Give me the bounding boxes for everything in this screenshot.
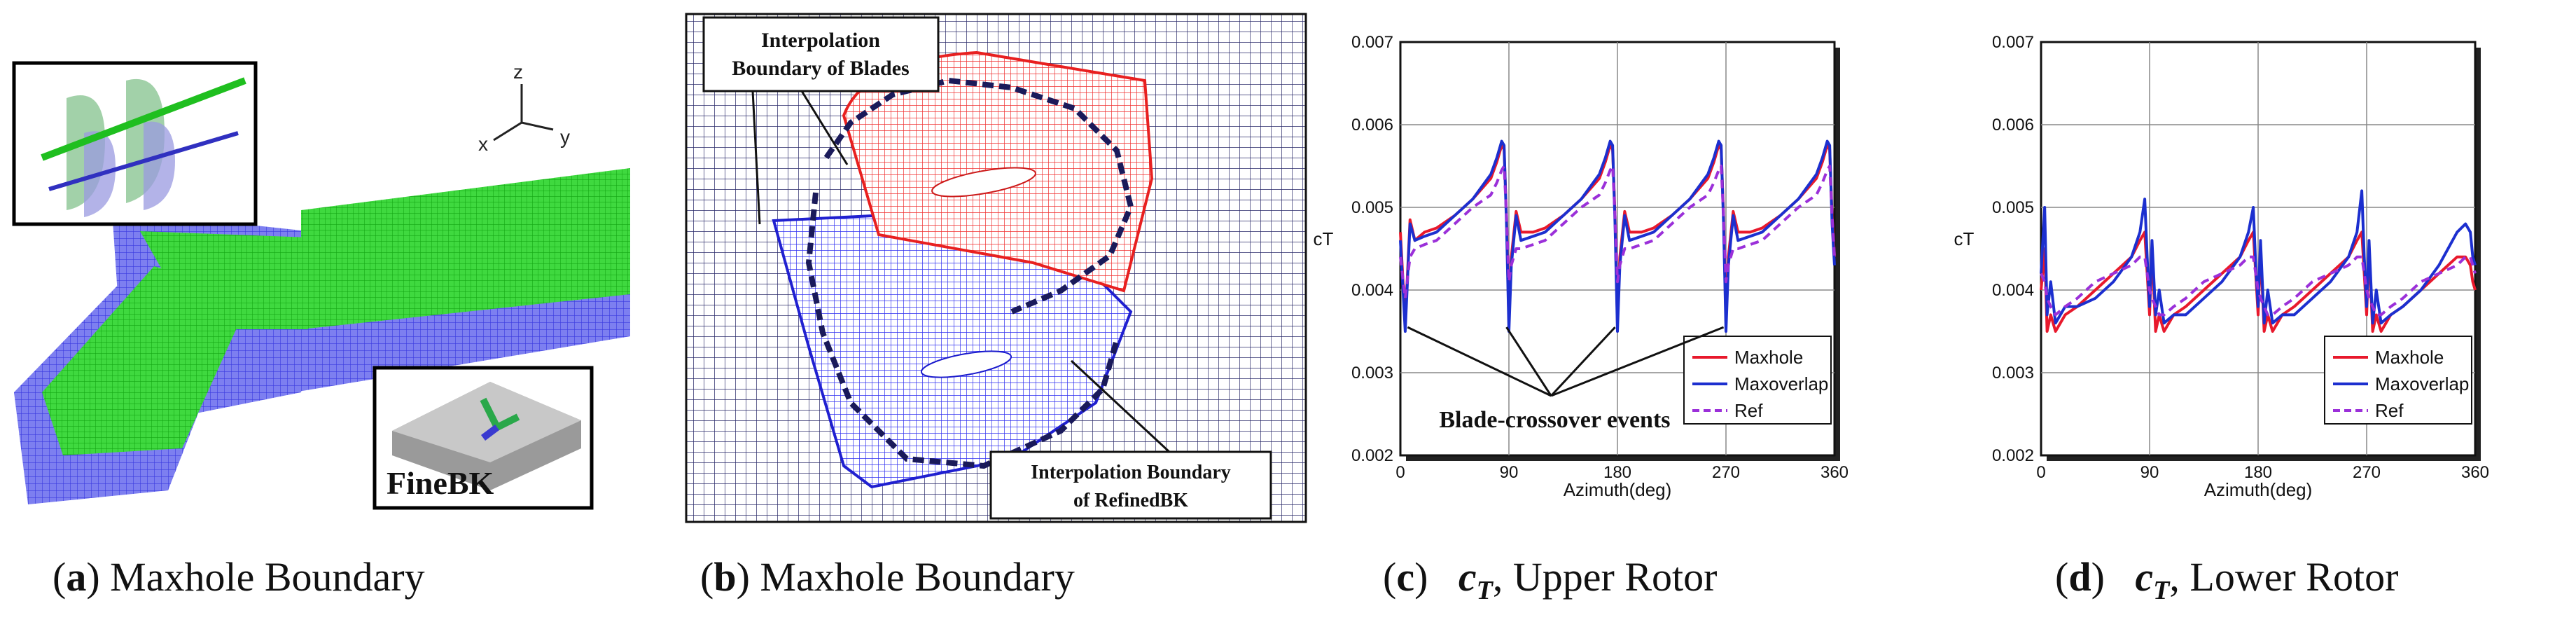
y-tick-label: 0.007 (1992, 33, 2034, 52)
annotation-leader (1505, 326, 1552, 397)
series-line-maxhole (2040, 230, 2477, 333)
caption-c-text: Upper Rotor (1512, 554, 1718, 600)
y-tick-label: 0.006 (1992, 116, 2034, 135)
caption-a-text: Maxhole Boundary (110, 554, 425, 600)
upper-rotor-chart: 0 90 180 270 360 0.002 0.003 0.004 0.005 0.006 0.0… (1314, 33, 1849, 500)
blades-callout-line2: Boundary of Blades (732, 57, 909, 80)
annotation-leader (1550, 326, 1725, 397)
inset-blades (12, 61, 258, 226)
caption-b: (b) Maxhole Boundary (700, 554, 1075, 600)
y-tick-label: 0.003 (1351, 364, 1393, 383)
legend-label-maxoverlap: Maxoverlap (2375, 373, 2469, 394)
series-line-maxoverlap (2040, 189, 2477, 325)
panel-c: 0 90 180 270 360 0.002 0.003 0.004 0.005 0.006 0.0… (1302, 0, 1933, 532)
blades-callout-line1: Interpolation (761, 29, 880, 52)
x-tick-label: 360 (1820, 463, 1849, 482)
x-axis-label: Azimuth(deg) (1564, 479, 1672, 500)
blades-callout-box (702, 16, 940, 92)
overset-grid-figure: Interpolation Boundary of Blades Interpo… (685, 13, 1307, 523)
x-tick-label: 0 (2036, 463, 2045, 482)
y-tick-label: 0.004 (1351, 281, 1393, 300)
y-tick-label: 0.005 (1351, 198, 1393, 217)
refinedbk-callout-line2: of RefinedBK (1073, 490, 1188, 511)
panel-b: Interpolation Boundary of Blades Interpo… (683, 11, 1313, 532)
mesh-3d-figure: z x y FineBK (12, 61, 630, 510)
x-tick-label: 90 (1500, 463, 1519, 482)
refinedbk-callout-line1: Interpolation Boundary (1031, 462, 1231, 483)
y-tick-label: 0.004 (1992, 281, 2034, 300)
legend-label-ref: Ref (1734, 400, 1763, 421)
legend-label-maxoverlap: Maxoverlap (1734, 373, 1828, 394)
green-mesh-arm-center (140, 231, 329, 329)
blade-interpolation-boundary (823, 77, 1134, 315)
x-tick-label: 270 (2353, 463, 2381, 482)
inset-finebk (373, 366, 594, 510)
axis-triad (493, 84, 554, 142)
series-line-ref (2040, 255, 2477, 317)
series-line-ref (1399, 165, 1836, 300)
annotation-leader (1550, 326, 1616, 397)
refinedbk-callout-box (989, 450, 1272, 520)
panel-a: z x y FineBK (0, 0, 630, 532)
green-mesh-arm-right (301, 168, 630, 329)
caption-a-letter: a (66, 554, 87, 600)
y-tick-label: 0.005 (1992, 198, 2034, 217)
y-tick-label: 0.002 (1992, 446, 2034, 465)
legend-label-maxhole: Maxhole (1734, 347, 1803, 368)
lower-airfoil (920, 350, 1012, 378)
y-axis-label: cT (1314, 228, 1334, 249)
caption-d-text: Lower Rotor (2189, 554, 2399, 600)
legend-label-ref: Ref (2375, 400, 2404, 421)
x-tick-label: 0 (1395, 463, 1405, 482)
caption-c-symbol: c (1458, 554, 1477, 600)
axis-y-label: y (560, 126, 570, 148)
x-tick-label: 360 (2461, 463, 2489, 482)
x-tick-label: 180 (1603, 463, 1631, 482)
caption-b-letter: b (713, 554, 737, 600)
caption-c-sub: T (1476, 576, 1493, 605)
y-tick-label: 0.007 (1351, 33, 1393, 52)
y-tick-label: 0.002 (1351, 446, 1393, 465)
series-line-maxoverlap (1399, 139, 1836, 333)
caption-d-symbol: c (2135, 554, 2154, 600)
caption-c: (c) cT, Upper Rotor (1383, 554, 1718, 605)
blades-callout-leader-1 (751, 90, 761, 225)
y-tick-label: 0.006 (1351, 116, 1393, 135)
annotation-leader (1407, 326, 1552, 397)
x-tick-label: 270 (1712, 463, 1740, 482)
x-tick-label: 90 (2140, 463, 2159, 482)
blades-callout-leader-2 (800, 90, 849, 165)
inset-finebk-label: FineBK (387, 465, 494, 501)
caption-a: (a) Maxhole Boundary (53, 554, 425, 600)
axis-z-label: z (513, 61, 523, 83)
caption-b-text: Maxhole Boundary (760, 554, 1075, 600)
y-axis-label: cT (1954, 228, 1975, 249)
refinedbk-interpolation-boundary (805, 192, 1120, 469)
x-tick-label: 180 (2244, 463, 2272, 482)
annotation-text: Blade-crossover events (1439, 407, 1670, 433)
caption-d: (d) cT, Lower Rotor (2055, 554, 2399, 605)
y-tick-label: 0.003 (1992, 364, 2034, 383)
refinedbk-callout-leader (1070, 359, 1171, 453)
caption-d-letter: d (2068, 554, 2091, 600)
upper-airfoil (931, 167, 1036, 198)
legend-label-maxhole: Maxhole (2375, 347, 2444, 368)
caption-c-letter: c (1396, 554, 1415, 600)
lower-rotor-chart: 0 90 180 270 360 0.002 0.003 0.004 0.005 0.006 0.0… (1954, 33, 2489, 500)
axis-x-label: x (478, 133, 488, 155)
caption-d-sub: T (2153, 576, 2170, 605)
panel-d: 0 90 180 270 360 0.002 0.003 0.004 0.005 0.006 0.0… (1943, 0, 2573, 532)
x-axis-label: Azimuth(deg) (2204, 479, 2313, 500)
